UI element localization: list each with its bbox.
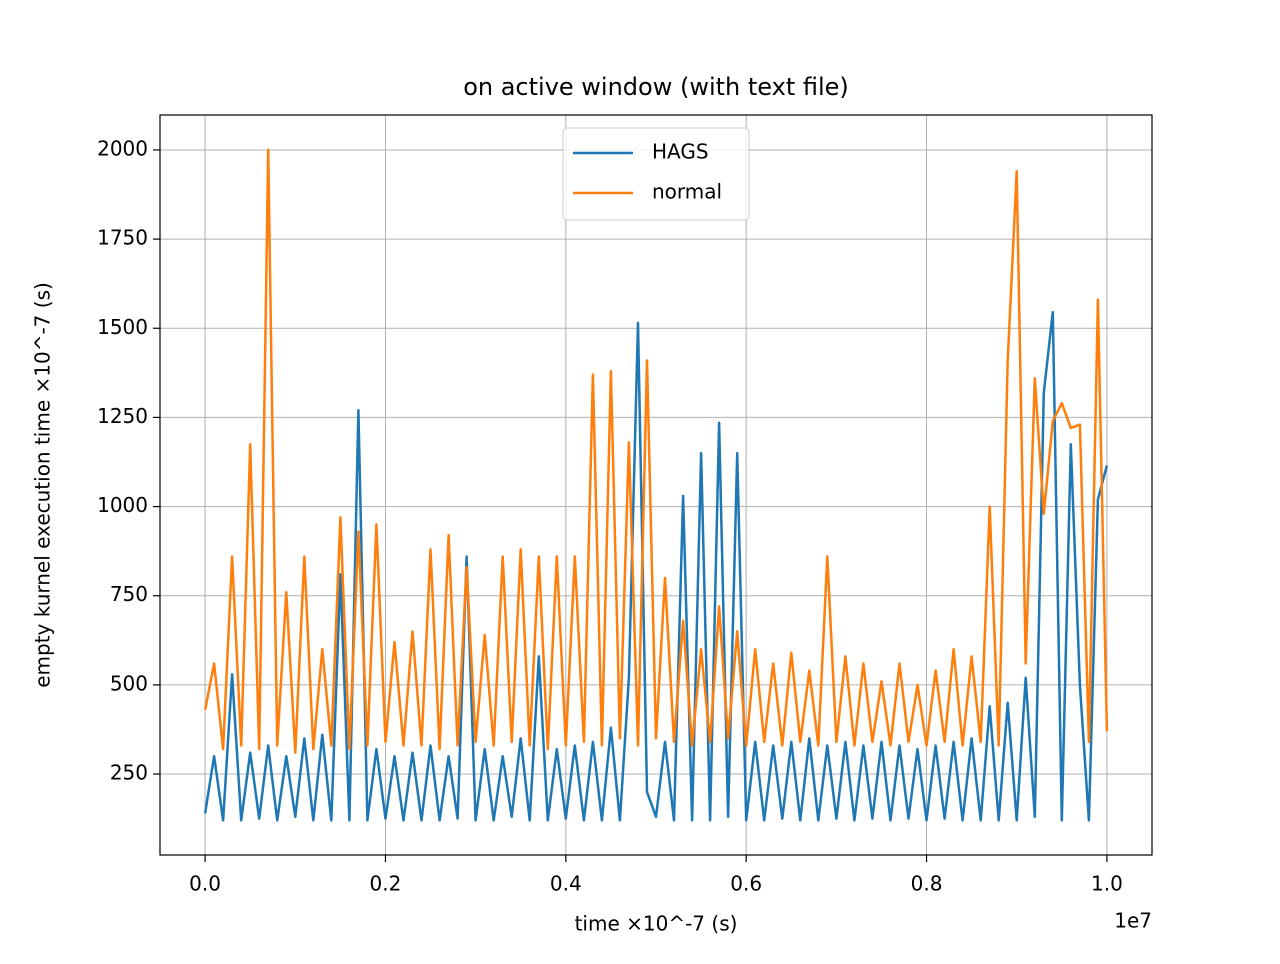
y-tick-label: 500: [110, 671, 148, 695]
x-tick-label: 0.8: [911, 872, 943, 896]
y-axis-label: empty kurnel execution time ×10^-7 (s): [31, 282, 55, 688]
x-axis-label: time ×10^-7 (s): [575, 912, 738, 936]
y-tick-label: 1250: [97, 404, 148, 428]
legend-box: [562, 127, 750, 221]
series-line: [203, 310, 1109, 822]
plot-frame: [159, 114, 1153, 856]
x-tick-label: 0.0: [189, 872, 221, 896]
y-tick-label: 1500: [97, 315, 148, 339]
y-tick-label: 250: [110, 761, 148, 785]
x-offset-label: 1e7: [1114, 909, 1152, 933]
x-tick-label: 0.6: [730, 872, 762, 896]
legend-label: HAGS: [652, 140, 709, 164]
chart-title: on active window (with text file): [463, 73, 849, 101]
x-tick-label: 0.2: [370, 872, 402, 896]
y-tick-label: 1000: [97, 493, 148, 517]
series-line: [203, 148, 1109, 754]
y-tick-label: 750: [110, 582, 148, 606]
x-tick-label: 1.0: [1091, 872, 1123, 896]
y-tick-label: 2000: [97, 136, 148, 160]
x-tick-label: 0.4: [550, 872, 582, 896]
y-tick-label: 1750: [97, 226, 148, 250]
legend-label: normal: [652, 180, 722, 204]
